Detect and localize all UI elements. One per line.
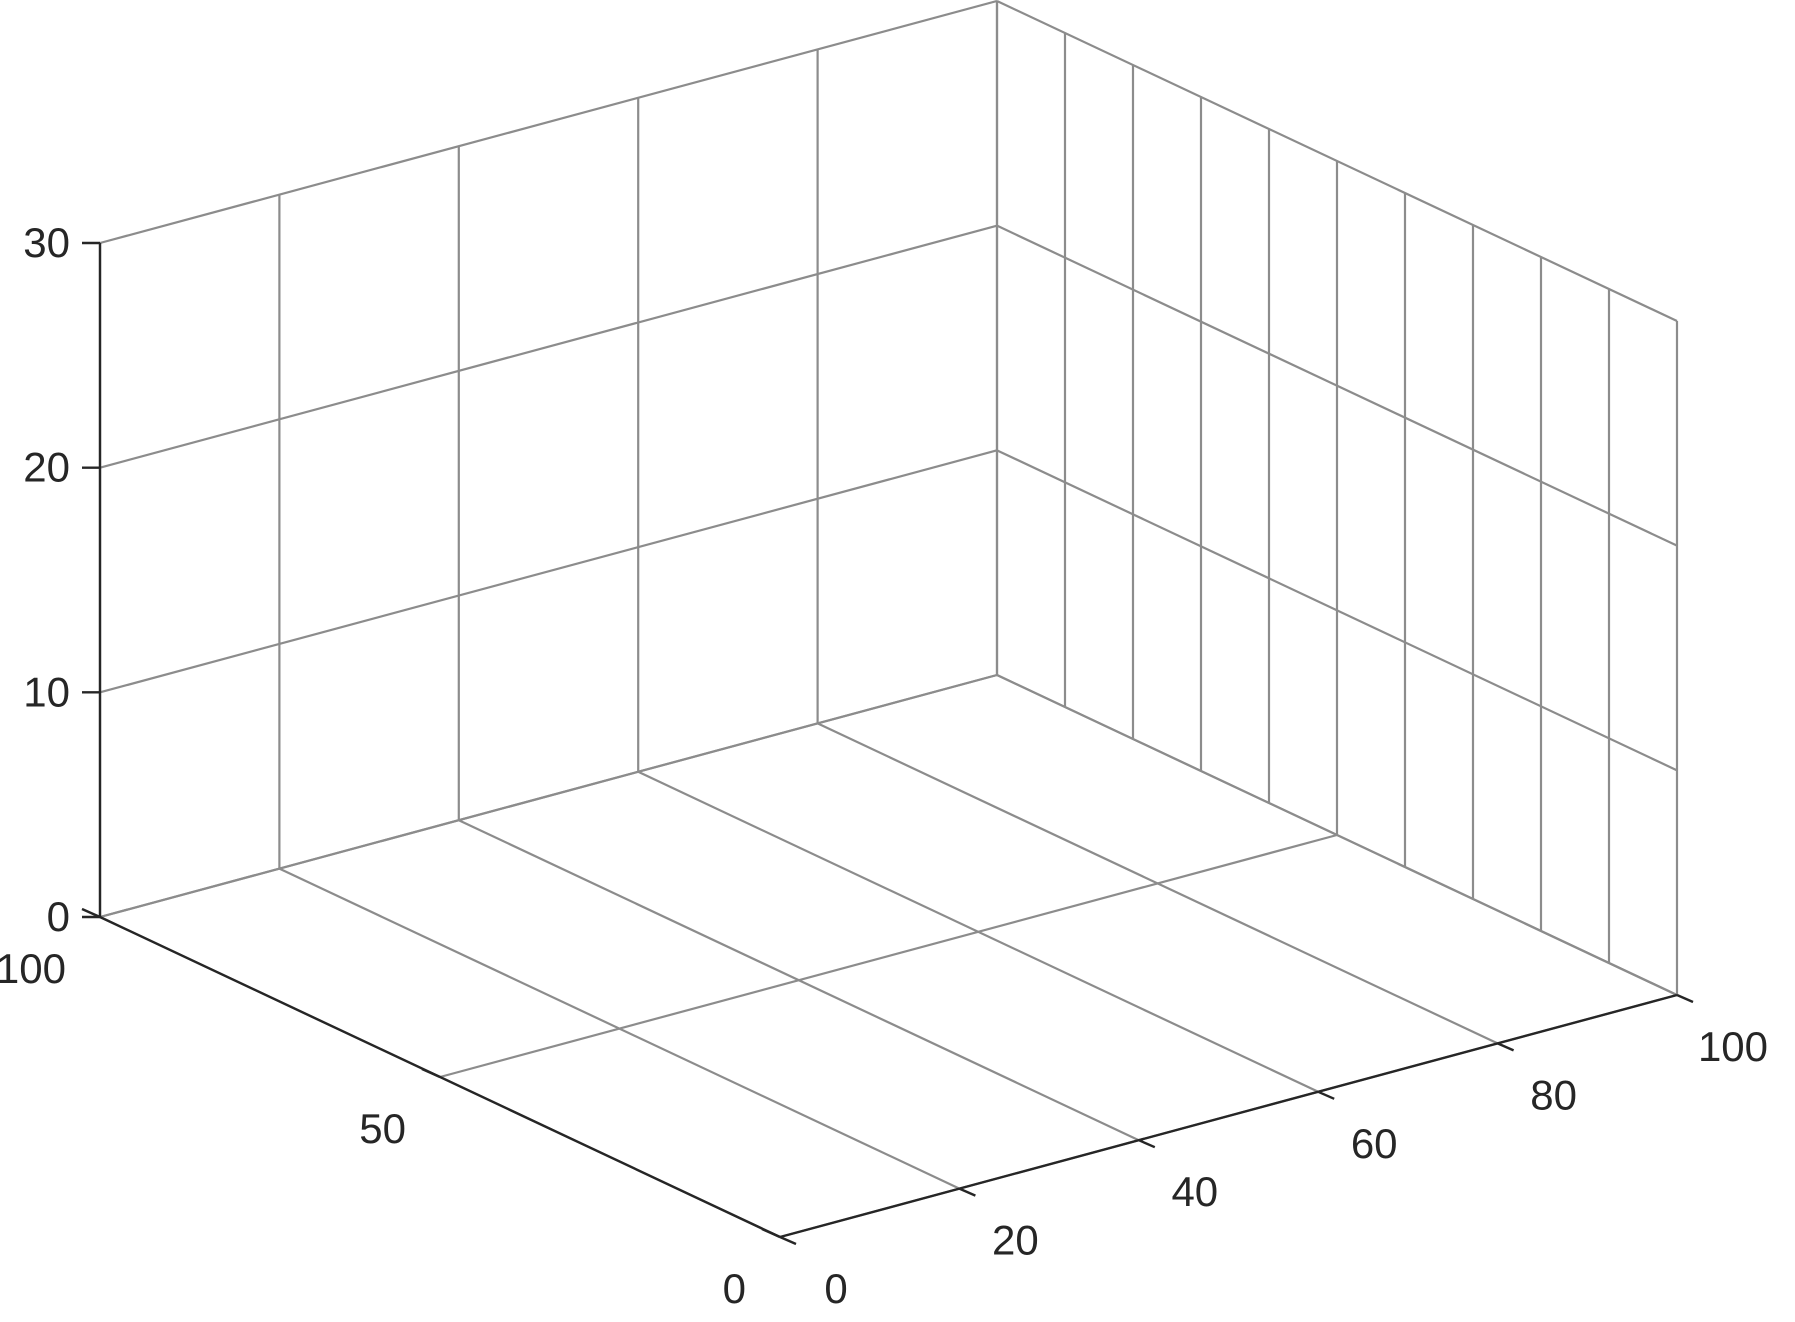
x-tick-label: 40 <box>1171 1168 1218 1215</box>
back-wall-z-gridline <box>99 224 998 469</box>
z-tick-label: 10 <box>23 668 70 715</box>
z-tick-label: 0 <box>47 893 70 940</box>
y-tick-label: 0 <box>723 1265 746 1312</box>
x-tick <box>1497 1042 1515 1052</box>
y-tick <box>761 1227 781 1239</box>
y-tick <box>81 907 101 919</box>
x-tick-label: 80 <box>1530 1071 1577 1118</box>
z-tick-label: 20 <box>23 444 70 491</box>
x-tick <box>779 1235 797 1246</box>
back-wall-z-gridline <box>99 0 998 245</box>
floor-y-gridline <box>439 833 1338 1079</box>
floor-grid <box>99 673 1678 1239</box>
x-axis-line <box>779 993 1678 1239</box>
back-wall-z-gridline <box>99 449 998 694</box>
x-tick <box>1676 993 1694 1004</box>
z-tick-label: 30 <box>23 219 70 266</box>
y-tick-label: 100 <box>0 945 66 992</box>
y-tick <box>421 1067 441 1079</box>
y-tick-label: 50 <box>359 1105 406 1152</box>
x-tick-label: 60 <box>1351 1120 1398 1167</box>
x-tick <box>1138 1139 1156 1149</box>
tick-marks <box>81 241 1694 1246</box>
back-grid <box>98 0 1679 996</box>
x-tick <box>958 1187 976 1197</box>
axis-lines <box>98 243 1678 1239</box>
floor-y-gridline <box>99 673 998 919</box>
x-tick-label: 0 <box>824 1265 847 1312</box>
x-tick-label: 20 <box>992 1217 1039 1264</box>
tick-labels: 0 10 20 30 0 20 40 60 80 100 0 50 100 <box>0 219 1768 1312</box>
x-tick <box>1317 1090 1335 1100</box>
x-tick-label: 100 <box>1698 1023 1768 1070</box>
